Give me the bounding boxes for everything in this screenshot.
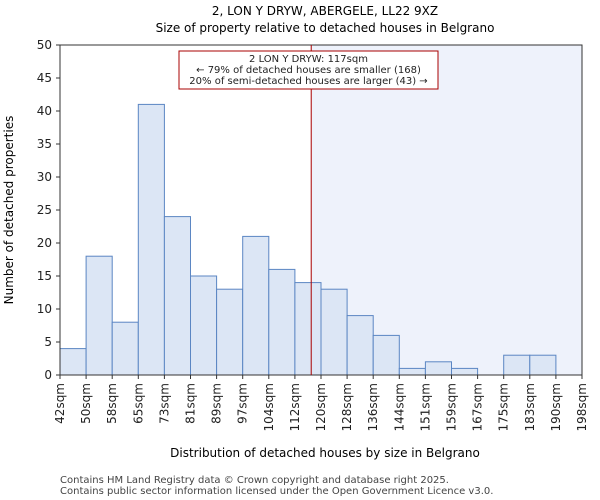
y-tick-label-15: 15 (37, 269, 52, 283)
bar-159sqm (451, 367, 479, 376)
x-axis-label: Distribution of detached houses by size … (170, 446, 480, 460)
bar-89sqm (216, 288, 244, 376)
bar-128sqm (346, 315, 374, 376)
x-tick-label-97sqm: 97sqm (236, 383, 250, 424)
y-tick-label-20: 20 (37, 236, 52, 250)
annotation-line-2: ← 79% of detached houses are smaller (16… (196, 65, 421, 76)
x-tick-label-136sqm: 136sqm (366, 383, 380, 431)
bar-65sqm (137, 103, 165, 376)
bar-50sqm (85, 255, 113, 376)
x-tick-label-151sqm: 151sqm (418, 383, 432, 431)
bar-81sqm (190, 275, 218, 376)
x-tick-label-144sqm: 144sqm (392, 383, 406, 431)
x-tick-label-73sqm: 73sqm (157, 383, 171, 424)
x-tick-label-183sqm: 183sqm (523, 383, 537, 431)
annotation-line-3: 20% of semi-detached houses are larger (… (189, 76, 427, 87)
y-tick-label-5: 5 (44, 335, 52, 349)
x-tick-label-167sqm: 167sqm (471, 383, 485, 431)
x-tick-label-190sqm: 190sqm (549, 383, 563, 431)
bar-144sqm (398, 367, 426, 376)
x-tick-label-198sqm: 198sqm (575, 383, 589, 431)
bar-42sqm (59, 348, 87, 376)
y-tick-label-0: 0 (44, 368, 52, 382)
x-tick-label-65sqm: 65sqm (131, 383, 145, 424)
bar-58sqm (111, 321, 139, 376)
bar-151sqm (424, 361, 452, 376)
footer-line-1: Contains HM Land Registry data © Crown c… (60, 475, 449, 486)
bar-175sqm (503, 354, 531, 376)
x-tick-label-89sqm: 89sqm (210, 383, 224, 424)
bar-136sqm (372, 334, 400, 376)
x-tick-label-120sqm: 120sqm (314, 383, 328, 431)
y-tick-label-40: 40 (37, 104, 52, 118)
x-tick-label-58sqm: 58sqm (105, 383, 119, 424)
x-tick-label-128sqm: 128sqm (340, 383, 354, 431)
bar-104sqm (268, 268, 296, 376)
y-tick-label-35: 35 (37, 137, 52, 151)
y-axis-label: Number of detached properties (2, 116, 16, 305)
bar-97sqm (242, 235, 270, 376)
bar-73sqm (163, 216, 191, 376)
x-tick-label-104sqm: 104sqm (262, 383, 276, 431)
x-tick-label-159sqm: 159sqm (445, 383, 459, 431)
x-tick-label-42sqm: 42sqm (53, 383, 67, 424)
x-tick-label-112sqm: 112sqm (288, 383, 302, 431)
y-tick-label-45: 45 (37, 71, 52, 85)
bar-120sqm (320, 288, 348, 376)
y-tick-label-50: 50 (37, 38, 52, 52)
x-tick-label-81sqm: 81sqm (184, 383, 198, 424)
x-tick-label-175sqm: 175sqm (497, 383, 511, 431)
bar-112sqm (294, 282, 322, 376)
plot-area: 0 5 10 15 20 25 30 35 40 45 50 42sqm 50sqm 58sqm 65sqm… (37, 38, 589, 431)
chart-title: 2, LON Y DRYW, ABERGELE, LL22 9XZ (212, 4, 438, 18)
chart-subtitle: Size of property relative to detached ho… (156, 21, 495, 35)
y-tick-label-30: 30 (37, 170, 52, 184)
footer-line-2: Contains public sector information licen… (60, 486, 493, 497)
x-tick-label-50sqm: 50sqm (79, 383, 93, 424)
annotation-line-1: 2 LON Y DRYW: 117sqm (249, 54, 368, 65)
bar-183sqm (529, 354, 557, 376)
annotation-box (178, 50, 439, 90)
y-tick-label-10: 10 (37, 302, 52, 316)
y-tick-label-25: 25 (37, 203, 52, 217)
